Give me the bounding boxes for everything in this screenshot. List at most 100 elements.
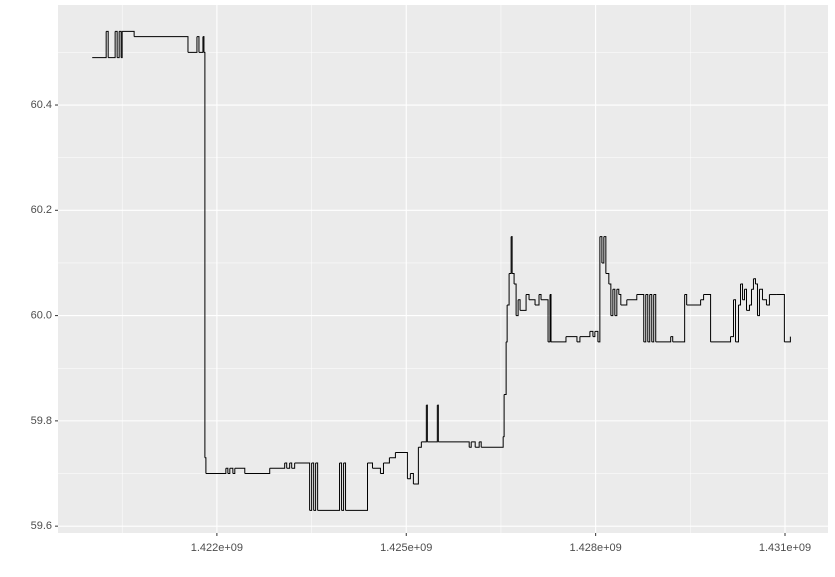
- step-segment: [551, 336, 567, 343]
- x-tick-label: 1.422e+09: [191, 542, 243, 554]
- step-segment: [576, 336, 581, 343]
- step-segment: [755, 283, 758, 316]
- step-segment: [92, 31, 107, 59]
- step-segment: [234, 467, 246, 474]
- step-segment: [438, 441, 470, 448]
- step-segment: [592, 331, 596, 338]
- step-segment: [759, 288, 763, 300]
- step-segment: [339, 462, 343, 511]
- step-segment: [506, 305, 508, 343]
- step-segment: [106, 30, 109, 58]
- step-segment: [733, 299, 737, 342]
- step-segment: [735, 305, 739, 343]
- step-segment: [599, 236, 603, 263]
- step-segment: [579, 331, 591, 338]
- step-segment: [427, 405, 438, 443]
- step-segment: [117, 31, 120, 59]
- step-segment: [605, 272, 610, 285]
- step-segment: [749, 289, 752, 306]
- step-segment: [649, 294, 653, 342]
- step-segment: [115, 30, 118, 58]
- step-segment: [686, 299, 702, 306]
- step-segment: [413, 447, 419, 485]
- step-segment: [471, 441, 476, 448]
- step-segment: [121, 31, 123, 59]
- step-segment: [643, 294, 647, 343]
- step-segment: [541, 299, 549, 342]
- step-segment: [509, 236, 512, 274]
- step-segment: [539, 294, 542, 300]
- step-segment: [565, 336, 578, 342]
- step-segment: [187, 36, 198, 53]
- step-segment: [475, 441, 480, 448]
- step-segment: [757, 289, 760, 317]
- step-segment: [437, 404, 439, 442]
- step-segment: [367, 462, 373, 469]
- step-segment: [535, 294, 540, 306]
- step-segment: [225, 467, 229, 474]
- step-segment: [516, 299, 519, 317]
- step-segment: [289, 462, 293, 469]
- step-segment: [730, 299, 735, 338]
- step-segment: [608, 283, 612, 316]
- step-segment: [651, 294, 655, 343]
- step-segment: [108, 31, 116, 59]
- step-segment: [389, 452, 396, 459]
- step-segment: [229, 467, 234, 474]
- step-segment: [286, 462, 291, 469]
- step-segment: [122, 30, 135, 37]
- step-segment: [294, 462, 311, 511]
- step-segment: [636, 294, 645, 342]
- step-segment: [421, 405, 427, 443]
- step-segment: [134, 36, 189, 53]
- step-segment: [518, 299, 521, 311]
- x-tick-label: 1.431e+09: [759, 542, 811, 554]
- step-segment: [418, 441, 422, 448]
- step-segment: [751, 278, 754, 290]
- step-segment: [345, 462, 369, 511]
- step-segment: [753, 278, 756, 285]
- step-segment: [313, 462, 317, 511]
- step-segment: [548, 294, 551, 343]
- step-segment: [479, 441, 482, 448]
- step-segment: [616, 288, 620, 295]
- step-segment: [610, 289, 614, 317]
- x-tick-label: 1.428e+09: [569, 542, 621, 554]
- step-segment: [529, 299, 536, 306]
- step-segment: [594, 330, 599, 342]
- step-segment: [620, 299, 628, 306]
- step-segment: [784, 336, 791, 343]
- y-tick-label: 60.4: [31, 99, 52, 111]
- step-segment: [407, 473, 411, 480]
- panel: [58, 5, 828, 533]
- step-segment: [119, 30, 122, 58]
- step-segment: [526, 294, 530, 300]
- step-segment: [205, 468, 227, 475]
- step-segment: [204, 457, 207, 474]
- step-segment: [244, 468, 271, 475]
- step-segment: [284, 462, 288, 469]
- step-segment: [232, 468, 236, 475]
- step-segment: [684, 294, 688, 306]
- step-segment: [512, 272, 515, 285]
- step-segment: [612, 288, 616, 316]
- step-segment: [311, 462, 315, 511]
- step-segment: [395, 451, 408, 479]
- step-segment: [202, 36, 205, 53]
- step-segment: [742, 289, 745, 301]
- y-tick-label: 60.0: [31, 309, 52, 321]
- y-tick-label: 59.8: [31, 415, 52, 427]
- step-segment: [341, 462, 345, 511]
- step-segment: [203, 51, 206, 458]
- step-segment: [317, 462, 341, 511]
- step-segment: [291, 462, 296, 469]
- step-segment: [626, 294, 638, 301]
- step-segment: [744, 288, 748, 311]
- step-segment: [618, 294, 622, 306]
- step-segment: [507, 273, 510, 306]
- step-segment: [309, 462, 313, 511]
- step-segment: [762, 299, 767, 306]
- step-segment: [647, 294, 651, 343]
